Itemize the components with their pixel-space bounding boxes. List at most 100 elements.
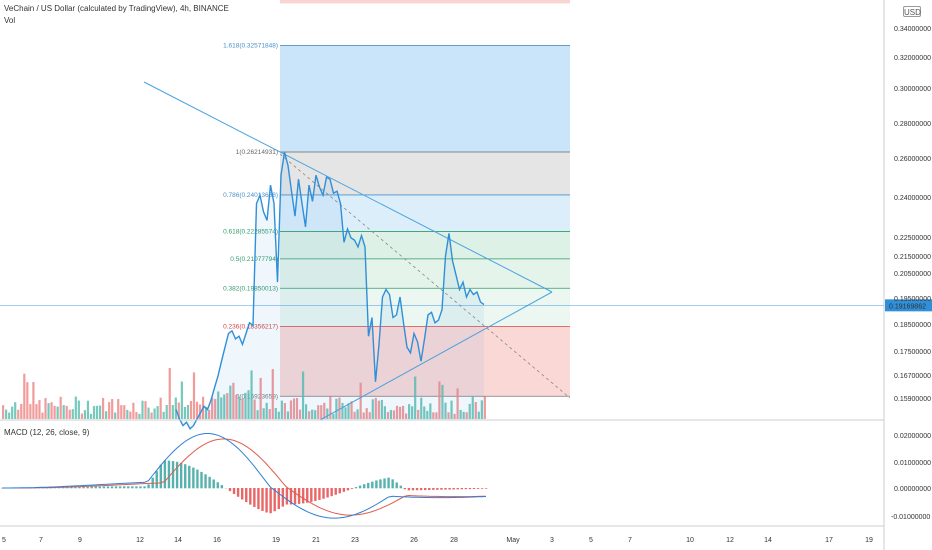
x-tick-label: May [506, 537, 520, 544]
volume-bar [208, 409, 211, 419]
macd-hist-bar [281, 488, 285, 507]
volume-bar [214, 399, 217, 419]
volume-bars [2, 368, 486, 419]
macd-hist-bar [444, 488, 447, 490]
macd-hist-bar [131, 486, 134, 489]
volume-bar [132, 402, 135, 419]
macd-hist-bar [391, 479, 394, 489]
macd-hist-bar [232, 488, 236, 494]
volume-bar [456, 388, 459, 419]
volume-bar [80, 413, 83, 419]
macd-hist-bar [118, 486, 122, 489]
volume-bar [247, 390, 250, 419]
x-tick-label: 12 [726, 537, 734, 544]
macd-y-tick-label: 0.02000000 [894, 433, 931, 440]
volume-bar [156, 406, 159, 419]
volume-bar [341, 402, 344, 419]
macd-hist-bar [204, 474, 207, 489]
trend-lines[interactable] [143, 81, 571, 421]
macd-hist-bar [342, 488, 346, 492]
volume-bar [186, 404, 190, 419]
volume-bar [274, 407, 277, 419]
volume-bar [483, 396, 486, 419]
volume-bar [277, 411, 280, 419]
volume-bar [98, 405, 102, 419]
volume-bar [47, 403, 50, 419]
y-tick-label: 0.17500000 [894, 349, 931, 356]
y-tick-label: 0.28000000 [894, 121, 931, 128]
volume-bar [29, 404, 32, 419]
volume-bar [192, 372, 196, 419]
macd-hist-bar [245, 488, 248, 503]
macd-hist-bar [440, 488, 443, 490]
macd-hist-bar [188, 465, 191, 489]
volume-bar [74, 396, 77, 419]
x-tick-label: 17 [825, 537, 833, 544]
volume-bar [117, 399, 120, 419]
macd-hist-bar [362, 484, 366, 489]
x-tick-label: 16 [213, 537, 221, 544]
volume-bar [217, 391, 220, 419]
volume-bar [126, 409, 129, 419]
volume-bar [353, 411, 356, 419]
volume-bar [462, 411, 465, 419]
volume-bar [232, 382, 235, 419]
macd-hist-bar [159, 464, 163, 489]
volume-bar [344, 407, 347, 419]
volume-bar [165, 405, 168, 419]
volume-bar [420, 397, 423, 419]
volume-bar [229, 385, 232, 419]
currency-badge[interactable]: USD [903, 6, 921, 17]
macd-hist-bar [289, 488, 293, 505]
fibonacci-retracement[interactable]: 1.618(0.32571848) 1(0.26214931) 0.786(0.24… [223, 0, 570, 400]
macd-hist-bar [86, 486, 89, 489]
volume-bar [77, 400, 80, 419]
volume-bar [392, 410, 396, 419]
volume-bar [332, 413, 335, 419]
fib-zone-3 [280, 194, 570, 232]
volume-bar [50, 402, 53, 419]
volume-bar [138, 413, 141, 419]
y-tick-label: 0.20500000 [894, 271, 931, 278]
macd-hist-bar [200, 471, 203, 489]
volume-bar [265, 402, 268, 419]
volume-bar [295, 398, 299, 419]
volume-bar [441, 384, 444, 419]
macd-hist-bar [367, 482, 370, 489]
volume-bar [365, 408, 368, 419]
macd-hist-bar [403, 488, 407, 490]
macd-hist-bar [334, 488, 337, 495]
macd-hist-bar [277, 488, 280, 510]
macd-hist-bar [257, 488, 260, 510]
resistance-trendline [143, 81, 553, 293]
macd-hist-bar [66, 486, 69, 489]
macd-hist-bar [249, 488, 252, 505]
macd-hist-bar [383, 478, 386, 489]
macd-hist-bar [273, 488, 276, 512]
x-tick-label: 7 [628, 537, 632, 544]
volume-bar [162, 411, 165, 419]
volume-bar [398, 406, 402, 419]
y-tick-label: 0.34000000 [894, 26, 931, 33]
x-tick-label: 12 [136, 537, 144, 544]
x-tick-label: 19 [272, 537, 280, 544]
volume-bar [377, 400, 380, 419]
volume-bar [374, 397, 377, 419]
volume-bar [477, 411, 480, 419]
macd-hist-bar [476, 488, 480, 489]
macd-hist-bar [155, 471, 158, 489]
macd-hist-bar [371, 481, 374, 489]
volume-bar [335, 398, 338, 419]
volume-bar [32, 382, 35, 419]
volume-bar [380, 399, 383, 419]
volume-bar [105, 411, 108, 419]
fib-label-0: 1.618(0.32571848) [223, 43, 278, 50]
macd-hist-bar [184, 464, 187, 489]
volume-bar [53, 405, 56, 419]
macd-hist-bar [375, 480, 378, 489]
volume-bar [153, 408, 156, 419]
fib-label-3: 0.618(0.22285574) [223, 229, 278, 236]
macd-hist-bar [301, 488, 305, 504]
x-tick-label: 14 [174, 537, 182, 544]
